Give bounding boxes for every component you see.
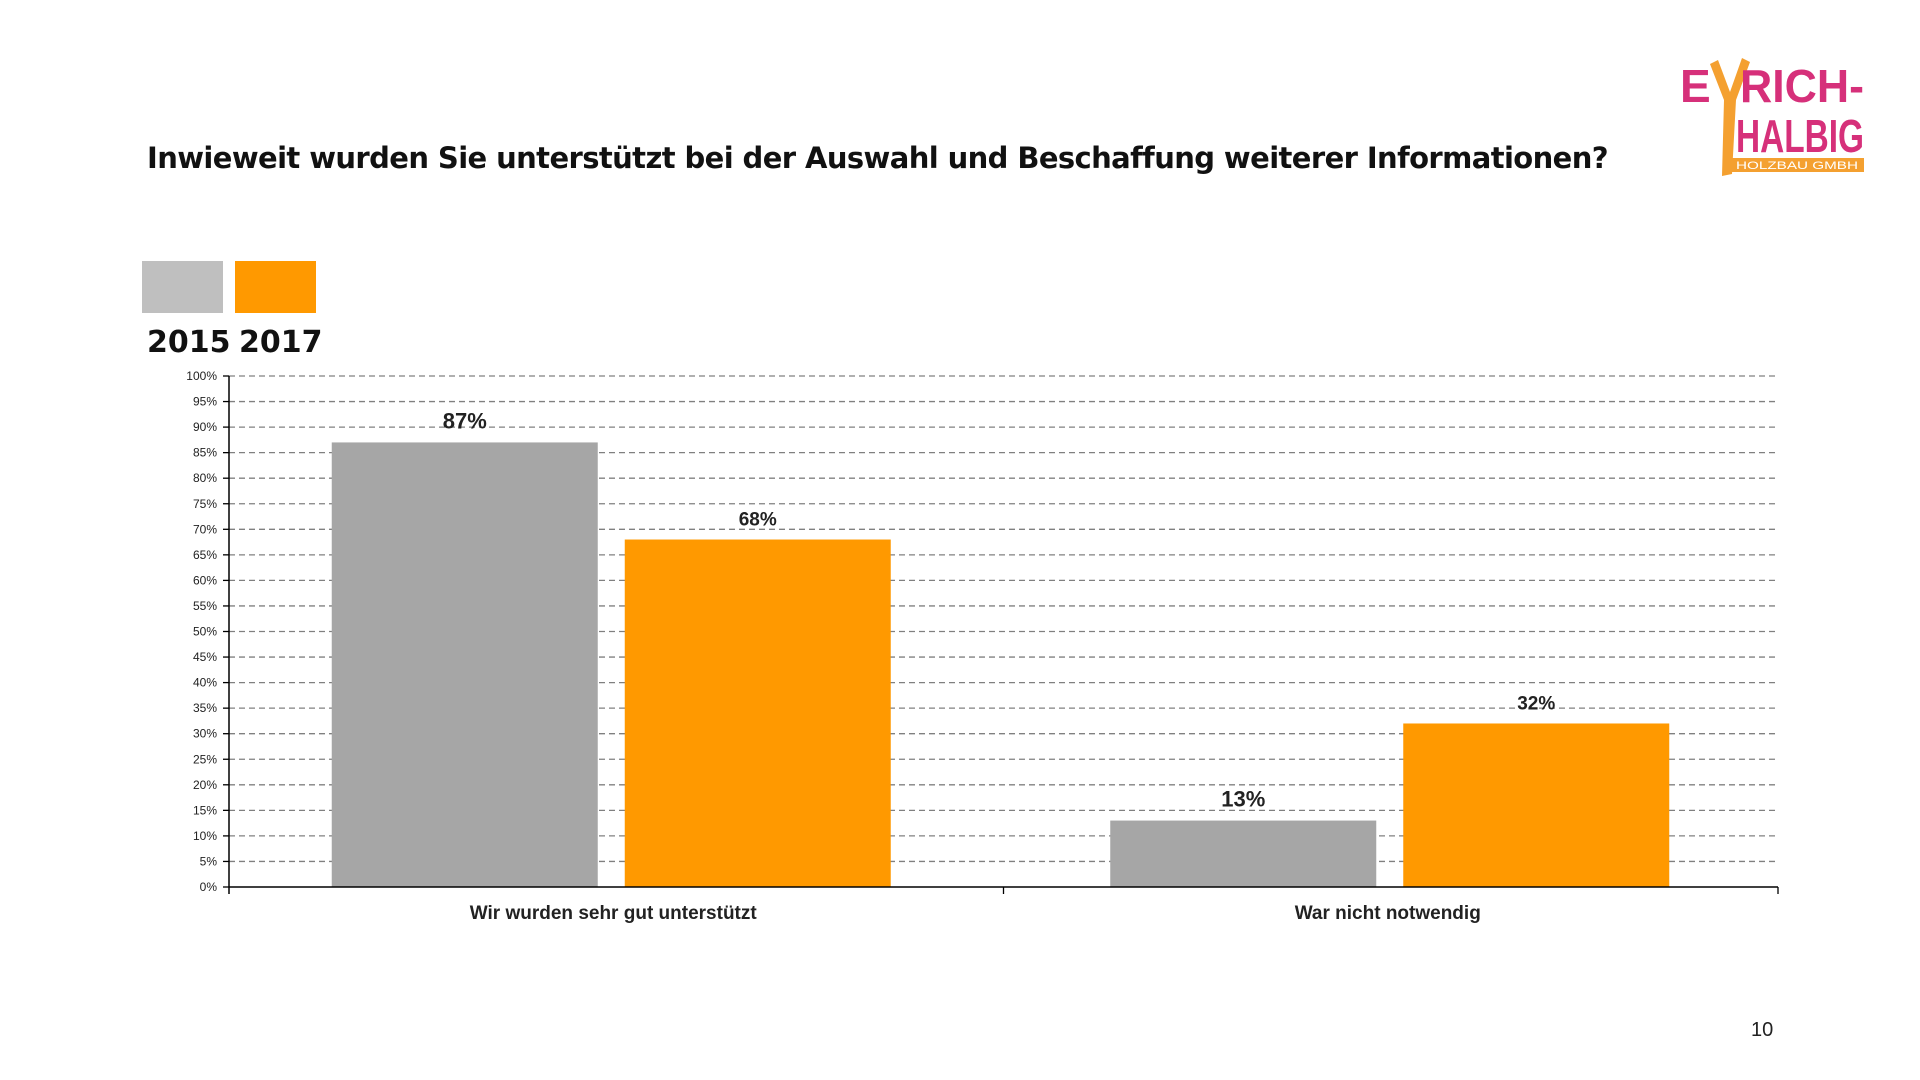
y-tick-label: 50% xyxy=(193,625,217,639)
legend-swatch-2017 xyxy=(235,261,316,313)
svg-text:E: E xyxy=(1680,60,1711,112)
svg-text:HALBIG: HALBIG xyxy=(1736,110,1864,162)
x-category-label: Wir wurden sehr gut unterstützt xyxy=(470,903,758,924)
y-tick-label: 20% xyxy=(193,778,217,792)
chart-title: Inwieweit wurden Sie unterstützt bei der… xyxy=(147,141,1609,175)
y-tick-label: 5% xyxy=(200,854,218,868)
y-tick-label: 35% xyxy=(193,701,217,715)
svg-text:RICH-: RICH- xyxy=(1740,60,1864,112)
bar-2017 xyxy=(1403,723,1670,887)
y-tick-label: 15% xyxy=(193,803,217,817)
x-category-label: War nicht notwendig xyxy=(1295,903,1481,924)
data-label: 13% xyxy=(1221,787,1265,812)
y-tick-label: 75% xyxy=(193,497,217,511)
company-logo: E RICH- HALBIG HOLZBAU GMBH xyxy=(1680,58,1864,176)
bar-2015 xyxy=(1110,820,1377,887)
data-label: 32% xyxy=(1517,693,1555,714)
y-tick-label: 85% xyxy=(193,446,217,460)
y-tick-label: 40% xyxy=(193,676,217,690)
y-tick-label: 45% xyxy=(193,650,217,664)
data-label: 68% xyxy=(739,510,777,531)
page-number: 10 xyxy=(1751,1019,1774,1041)
y-tick-label: 90% xyxy=(193,420,217,434)
svg-text:HOLZBAU GMBH: HOLZBAU GMBH xyxy=(1736,160,1858,172)
legend-swatch-2015 xyxy=(142,261,223,313)
y-tick-label: 10% xyxy=(193,829,217,843)
y-tick-label: 60% xyxy=(193,573,217,587)
y-tick-label: 100% xyxy=(186,369,217,383)
bar-2017 xyxy=(624,539,891,887)
y-tick-label: 55% xyxy=(193,599,217,613)
legend-label-2017: 2017 xyxy=(239,325,323,360)
y-tick-label: 80% xyxy=(193,471,217,485)
y-tick-label: 65% xyxy=(193,548,217,562)
data-label: 87% xyxy=(443,408,487,433)
y-tick-label: 0% xyxy=(200,880,218,894)
y-tick-label: 95% xyxy=(193,395,217,409)
bar-2015 xyxy=(331,442,598,887)
y-tick-label: 30% xyxy=(193,727,217,741)
legend-label-2015: 2015 xyxy=(147,325,231,360)
y-tick-label: 70% xyxy=(193,522,217,536)
y-tick-label: 25% xyxy=(193,752,217,766)
